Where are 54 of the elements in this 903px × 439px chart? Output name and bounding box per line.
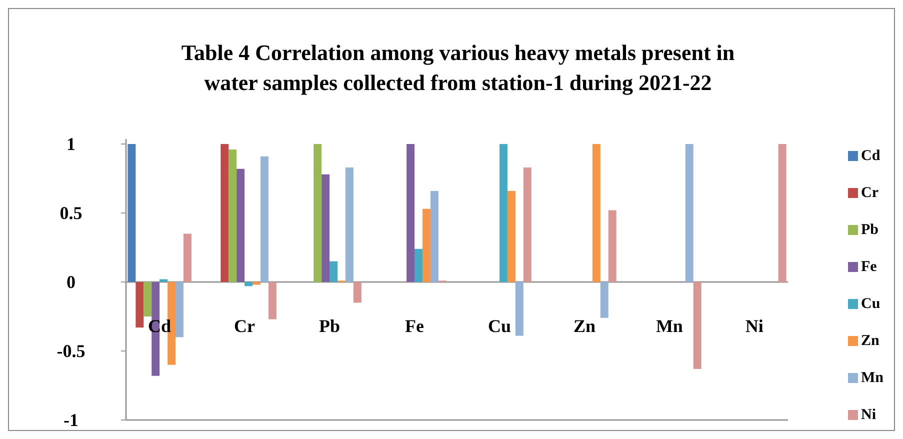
y-tick-label: -0.5 bbox=[56, 341, 86, 361]
bar bbox=[136, 282, 144, 328]
bar bbox=[330, 261, 338, 282]
bar bbox=[685, 144, 694, 282]
x-tick-label: Cu bbox=[488, 316, 511, 336]
bar bbox=[430, 190, 438, 282]
bar bbox=[414, 248, 422, 282]
y-tick-label: 0.5 bbox=[60, 203, 82, 223]
bar bbox=[600, 282, 608, 318]
legend-label: Cu bbox=[861, 296, 880, 312]
bar bbox=[422, 208, 430, 282]
x-tick-label: Cd bbox=[148, 316, 172, 336]
bar bbox=[244, 282, 253, 286]
bar bbox=[220, 144, 229, 282]
bar bbox=[523, 167, 532, 282]
bar bbox=[268, 282, 276, 320]
x-tick-label: Mn bbox=[656, 316, 683, 336]
legend-label: Ni bbox=[861, 407, 876, 423]
x-tick-label: Cr bbox=[234, 316, 256, 336]
bar bbox=[353, 282, 362, 303]
bar bbox=[693, 282, 702, 369]
y-tick-label: -1 bbox=[64, 410, 78, 430]
bar bbox=[176, 282, 184, 338]
bar bbox=[608, 210, 616, 282]
y-tick-label: 0 bbox=[66, 272, 76, 292]
chart-title: Table 4 Correlation among various heavy metals present in water samples collected from station-1 during 2021-22 bbox=[181, 40, 735, 95]
x-tick-label: Zn bbox=[573, 316, 596, 336]
bar bbox=[183, 234, 192, 282]
bar bbox=[228, 150, 237, 282]
bar bbox=[236, 168, 245, 282]
legend-label: Cr bbox=[861, 185, 879, 201]
x-tick-label: Pb bbox=[319, 316, 340, 336]
bar bbox=[260, 156, 268, 282]
legend-label: Mn bbox=[861, 370, 884, 386]
bar bbox=[160, 279, 168, 282]
legend-label: Zn bbox=[861, 333, 880, 349]
bar bbox=[322, 174, 330, 282]
bar bbox=[128, 144, 136, 282]
bar bbox=[252, 282, 260, 285]
legend-label: Fe bbox=[861, 259, 878, 275]
bar bbox=[314, 144, 322, 282]
bar bbox=[515, 282, 524, 336]
legend-label: Pb bbox=[861, 222, 879, 238]
x-tick-label: Ni bbox=[745, 316, 764, 336]
bar bbox=[592, 144, 600, 282]
legend-label: Cd bbox=[861, 148, 881, 164]
bar bbox=[778, 144, 786, 282]
x-tick-label: Fe bbox=[405, 316, 424, 336]
bar bbox=[345, 167, 354, 282]
bar bbox=[507, 190, 516, 282]
bar bbox=[499, 144, 508, 282]
y-tick-label: 1 bbox=[66, 134, 76, 154]
bar bbox=[406, 144, 415, 282]
bar bbox=[144, 282, 152, 316]
